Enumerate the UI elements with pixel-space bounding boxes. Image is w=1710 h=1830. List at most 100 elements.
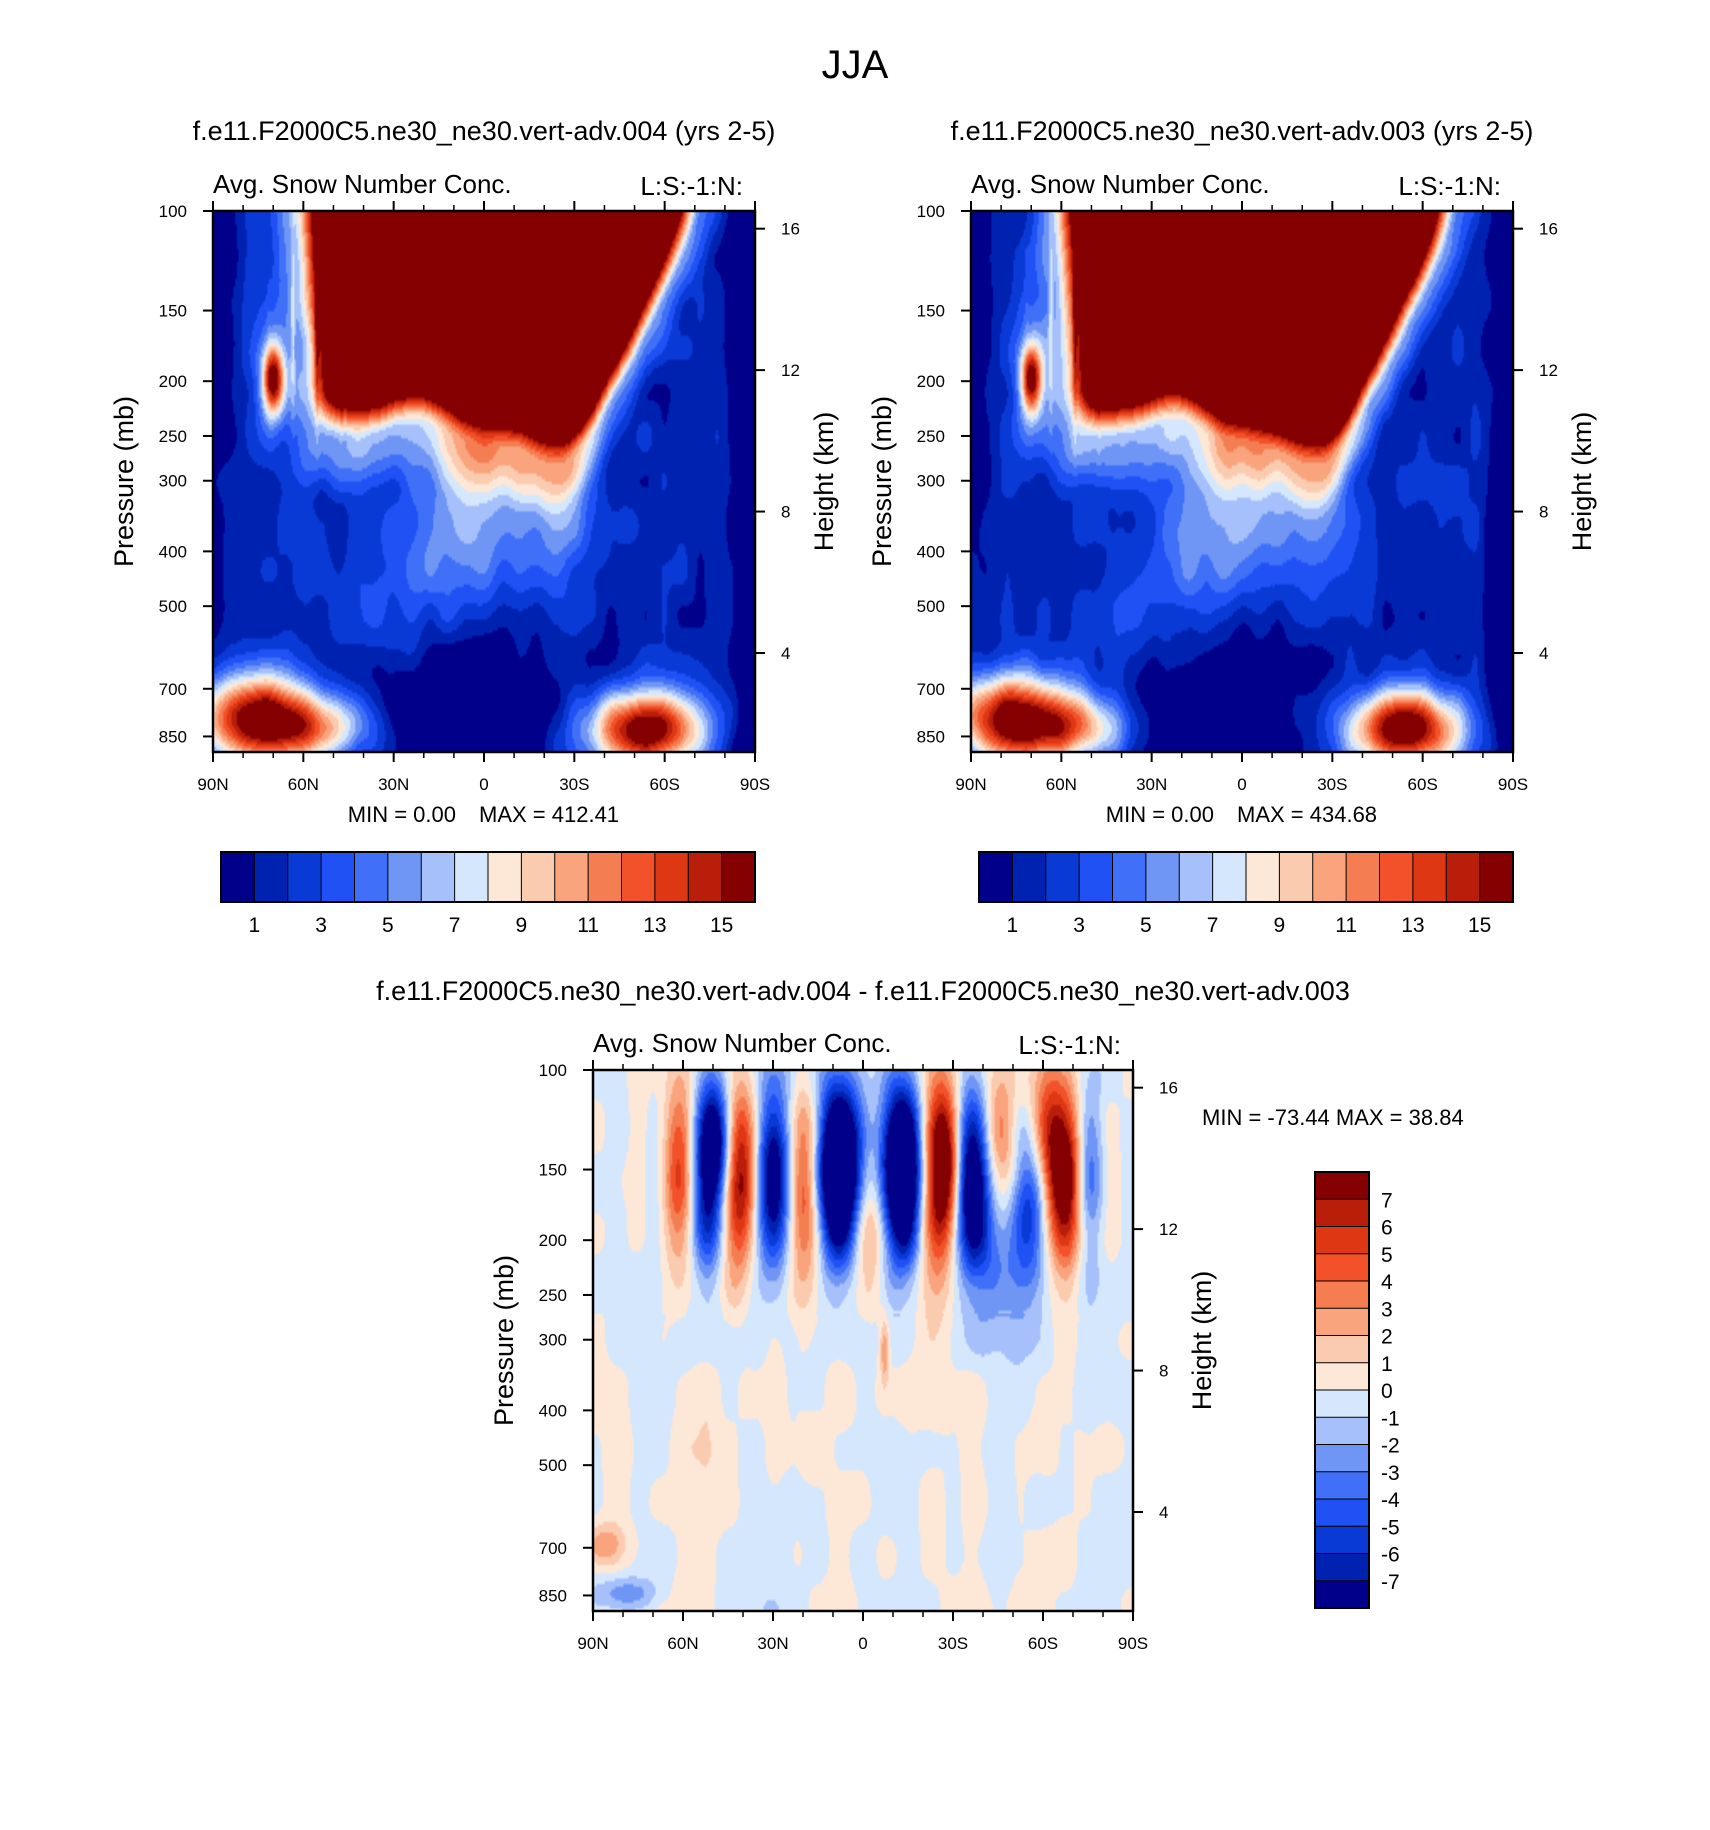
colorbar-box (654, 851, 690, 903)
x-tick-label: 60S (650, 775, 680, 794)
x-tick-label: 30S (1317, 775, 1347, 794)
y-tick-label: 300 (159, 472, 187, 491)
y2-tick-label: 12 (1159, 1220, 1178, 1239)
colorbar-label: 3 (1381, 1298, 1393, 1321)
y-tick-label: 100 (917, 202, 945, 221)
colorbar-box (1278, 851, 1314, 903)
x-tick-label: 90S (1118, 1634, 1148, 1653)
contour-field (213, 211, 755, 752)
colorbar-label: 11 (577, 914, 599, 937)
colorbar-box (1314, 1171, 1370, 1201)
colorbar-box (1314, 1307, 1370, 1337)
colorbar-box (1314, 1226, 1370, 1255)
colorbar-box (354, 851, 389, 903)
x-tick-label: 0 (1237, 775, 1246, 794)
colorbar-box (1112, 851, 1147, 903)
colorbar-label: 5 (1381, 1244, 1393, 1267)
colorbar-box (1314, 1471, 1370, 1500)
colorbar-box (554, 851, 590, 903)
units-label: L:S:-1:N: (1018, 1030, 1121, 1060)
min-max-label: MIN = -73.44 MAX = 38.84 (1202, 1105, 1464, 1130)
colorbar-box (721, 851, 756, 903)
colorbar-box (587, 851, 623, 903)
y2-tick-label: 4 (781, 644, 790, 663)
x-tick-label: 60N (1046, 775, 1077, 794)
colorbar-label: 15 (1468, 914, 1491, 937)
variable-title: Avg. Snow Number Conc. (593, 1028, 892, 1058)
y2-axis-label: Height (km) (1567, 412, 1597, 552)
colorbar-box (487, 851, 523, 903)
y-tick-label: 500 (159, 597, 187, 616)
colorbar-box (220, 851, 256, 903)
y2-tick-label: 16 (1539, 220, 1558, 239)
min-label: MIN = 0.00 (348, 802, 456, 827)
colorbar-box (1314, 1553, 1370, 1582)
colorbar-label: -3 (1381, 1462, 1400, 1485)
y-tick-label: 200 (539, 1231, 567, 1250)
colorbar-label: 15 (710, 914, 733, 937)
x-tick-label: 30S (559, 775, 589, 794)
colorbar-label: 7 (449, 914, 461, 937)
variable-title: Avg. Snow Number Conc. (971, 169, 1270, 199)
y2-axis-label: Height (km) (1187, 1271, 1217, 1411)
panel-case-003: f.e11.F2000C5.ne30_ne30.vert-adv.003 (yr… (867, 116, 1597, 937)
colorbar-box (1245, 851, 1281, 903)
colorbar-label: -2 (1381, 1435, 1400, 1458)
y-tick-label: 250 (917, 427, 945, 446)
y2-axis-label: Height (km) (809, 412, 839, 552)
y2-tick-label: 8 (781, 503, 790, 522)
y-tick-label: 100 (159, 202, 187, 221)
y2-tick-label: 4 (1539, 644, 1548, 663)
colorbar-box (1412, 851, 1448, 903)
colorbar-label: 13 (1401, 914, 1424, 937)
y-tick-label: 700 (159, 680, 187, 699)
x-tick-label: 90S (740, 775, 770, 794)
colorbar-box (1078, 851, 1114, 903)
colorbar-box (1314, 1525, 1370, 1555)
colorbar-box (1045, 851, 1081, 903)
y-axis-label: Pressure (mb) (867, 396, 897, 567)
y-tick-label: 200 (917, 372, 945, 391)
colorbar-label: 3 (315, 914, 327, 937)
colorbar-label: 7 (1381, 1189, 1393, 1212)
max-label: MAX = 412.41 (479, 802, 619, 827)
y2-tick-label: 12 (781, 361, 800, 380)
y2-tick-label: 8 (1539, 503, 1548, 522)
colorbar-box (1479, 851, 1514, 903)
y-tick-label: 500 (539, 1456, 567, 1475)
colorbar-label: -6 (1381, 1544, 1400, 1567)
y-axis-label: Pressure (mb) (489, 1255, 519, 1426)
y2-tick-label: 12 (1539, 361, 1558, 380)
y2-tick-label: 8 (1159, 1362, 1168, 1381)
colorbar-box (1314, 1389, 1370, 1419)
y-tick-label: 250 (159, 427, 187, 446)
colorbar-label: -1 (1381, 1407, 1400, 1430)
colorbar-box (1011, 851, 1047, 903)
units-label: L:S:-1:N: (1398, 171, 1501, 201)
contour-field (971, 211, 1513, 752)
colorbar-box (1314, 1335, 1370, 1364)
colorbar-box (687, 851, 723, 903)
y-tick-label: 100 (539, 1061, 567, 1080)
colorbar-box (1445, 851, 1481, 903)
x-tick-label: 0 (479, 775, 488, 794)
x-tick-label: 60N (288, 775, 319, 794)
colorbar-label: 1 (1007, 914, 1019, 937)
colorbar-label: 9 (516, 914, 528, 937)
colorbar-label: 7 (1207, 914, 1219, 937)
colorbar-box (1345, 851, 1381, 903)
x-tick-label: 60S (1408, 775, 1438, 794)
colorbar-frame (220, 851, 756, 903)
colorbar-box (387, 851, 423, 903)
y-tick-label: 150 (917, 302, 945, 321)
colorbar-label: 2 (1381, 1326, 1393, 1349)
y-tick-label: 300 (539, 1331, 567, 1350)
y-tick-label: 700 (917, 680, 945, 699)
colorbar-label: 1 (249, 914, 261, 937)
colorbar-label: 4 (1381, 1271, 1393, 1294)
panel-title: f.e11.F2000C5.ne30_ne30.vert-adv.004 - f… (376, 976, 1350, 1006)
colorbar-frame (978, 851, 1514, 903)
colorbar-label: 11 (1335, 914, 1357, 937)
units-label: L:S:-1:N: (640, 171, 743, 201)
colorbar-box (978, 851, 1014, 903)
